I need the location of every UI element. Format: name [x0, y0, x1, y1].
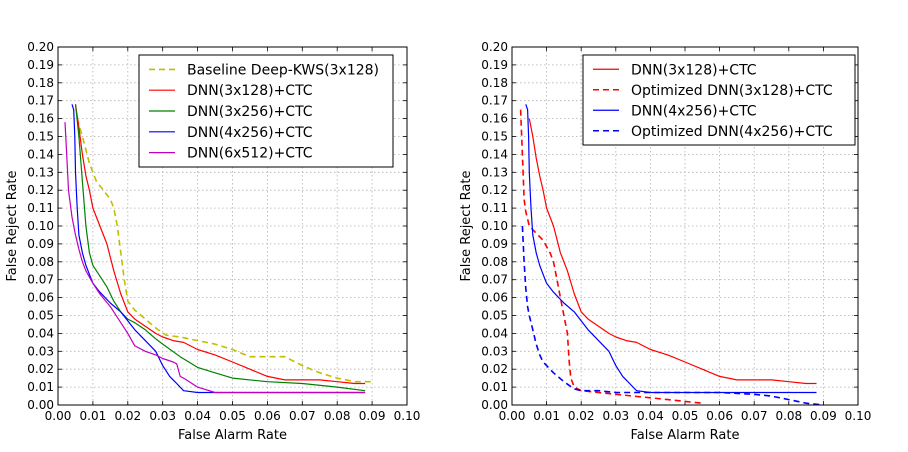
left-x-axis-label: False Alarm Rate	[178, 428, 287, 443]
right-series-line-0	[528, 118, 817, 385]
right-y-tick-label: 0.03	[481, 344, 508, 358]
right-y-tick-label: 0.11	[481, 201, 508, 215]
right-legend-label-2: DNN(4x256)+CTC	[631, 103, 757, 119]
right-x-tick-label: 0.00	[499, 409, 526, 423]
left-y-tick-label: 0.01	[27, 380, 54, 394]
right-y-tick-label: 0.14	[481, 147, 508, 161]
right-x-tick-label: 0.02	[568, 409, 595, 423]
left-series-line-1	[74, 104, 366, 385]
left-y-tick-label: 0.16	[27, 112, 54, 126]
right-y-tick-label: 0.18	[481, 76, 508, 90]
right-y-tick-label: 0.09	[481, 237, 508, 251]
left-legend-label-1: DNN(3x128)+CTC	[187, 83, 313, 99]
right-series-line-1	[519, 109, 703, 404]
left-y-tick-label: 0.08	[27, 255, 54, 269]
left-y-tick-label: 0.00	[27, 398, 54, 412]
left-legend-label-4: DNN(6x512)+CTC	[187, 146, 313, 162]
left-y-tick-label: 0.18	[27, 76, 54, 90]
right-y-tick-label: 0.05	[481, 309, 508, 323]
left-x-tick-label: 0.03	[149, 409, 176, 423]
right-legend-label-0: DNN(3x128)+CTC	[631, 62, 757, 78]
left-x-tick-label: 0.08	[324, 409, 351, 423]
left-y-tick-label: 0.13	[27, 165, 54, 179]
left-x-tick-label: 0.00	[45, 409, 72, 423]
left-x-tick-label: 0.02	[114, 409, 141, 423]
right-x-tick-label: 0.04	[637, 409, 664, 423]
right-x-tick-label: 0.09	[810, 409, 837, 423]
left-legend-label-3: DNN(4x256)+CTC	[187, 125, 313, 141]
left-legend-label-2: DNN(3x256)+CTC	[187, 104, 313, 120]
left-x-tick-label: 0.06	[254, 409, 281, 423]
left-y-tick-label: 0.15	[27, 130, 54, 144]
left-x-tick-label: 0.05	[219, 409, 246, 423]
right-x-tick-label: 0.06	[706, 409, 733, 423]
left-legend: Baseline Deep-KWS(3x128) DNN(3x128)+CTC DN…	[138, 54, 394, 168]
left-y-tick-label: 0.09	[27, 237, 54, 251]
left-series-line-2	[74, 104, 366, 392]
right-legend-box	[582, 54, 856, 146]
right-x-axis-label: False Alarm Rate	[631, 428, 740, 443]
right-y-tick-label: 0.02	[481, 362, 508, 376]
left-series-line-0	[76, 118, 373, 383]
right-series-line-3	[521, 225, 824, 406]
right-x-tick-label: 0.10	[845, 409, 872, 423]
left-y-tick-label: 0.17	[27, 94, 54, 108]
chart-left: 0.00 0.01 0.02 0.03 0.04 0.05 0.06 0.07 0.08 0.09…	[5, 40, 420, 443]
left-y-tick-label: 0.03	[27, 344, 54, 358]
right-y-tick-label: 0.06	[481, 291, 508, 305]
right-y-tick-label: 0.07	[481, 273, 508, 287]
right-y-tick-label: 0.10	[481, 219, 508, 233]
left-y-axis-label: False Reject Rate	[5, 170, 20, 281]
left-y-tick-label: 0.04	[27, 326, 54, 340]
left-x-tick-label: 0.01	[80, 409, 107, 423]
left-y-tick-label: 0.11	[27, 201, 54, 215]
left-axes-frame	[57, 46, 408, 406]
left-legend-box	[138, 54, 394, 168]
left-y-tick-label: 0.14	[27, 147, 54, 161]
right-y-tick-label: 0.20	[481, 40, 508, 54]
right-y-axis-label: False Reject Rate	[459, 170, 474, 281]
right-y-tick-label: 0.13	[481, 165, 508, 179]
right-y-tick-label: 0.01	[481, 380, 508, 394]
right-y-tick-label: 0.04	[481, 326, 508, 340]
left-series-line-4	[64, 122, 366, 394]
left-y-tick-label: 0.12	[27, 183, 54, 197]
chart-right: 0.00 0.01 0.02 0.03 0.04 0.05 0.06 0.07 0.08 0.09…	[459, 40, 871, 443]
right-x-tick-label: 0.08	[775, 409, 802, 423]
left-y-tick-label: 0.07	[27, 273, 54, 287]
left-x-tick-label: 0.10	[394, 409, 421, 423]
right-y-tick-label: 0.08	[481, 255, 508, 269]
right-legend-label-1: Optimized DNN(3x128)+CTC	[631, 83, 833, 99]
right-y-tick-label: 0.15	[481, 130, 508, 144]
right-y-tick-label: 0.17	[481, 94, 508, 108]
left-y-tick-label: 0.19	[27, 58, 54, 72]
right-axes-frame	[511, 46, 859, 406]
left-x-tick-label: 0.04	[184, 409, 211, 423]
right-x-tick-label: 0.07	[741, 409, 768, 423]
right-y-tick-label: 0.16	[481, 112, 508, 126]
right-legend: DNN(3x128)+CTC Optimized DNN(3x128)+CTC DN…	[582, 54, 856, 146]
left-y-tick-label: 0.06	[27, 291, 54, 305]
left-x-tick-label: 0.07	[289, 409, 316, 423]
left-y-tick-label: 0.05	[27, 309, 54, 323]
right-y-tick-label: 0.19	[481, 58, 508, 72]
right-x-tick-label: 0.03	[602, 409, 629, 423]
right-x-tick-label: 0.01	[533, 409, 560, 423]
right-series-line-2	[525, 104, 817, 394]
right-x-tick-label: 0.05	[672, 409, 699, 423]
left-y-tick-label: 0.02	[27, 362, 54, 376]
left-y-tick-label: 0.20	[27, 40, 54, 54]
left-legend-label-0: Baseline Deep-KWS(3x128)	[187, 62, 379, 78]
right-y-tick-label: 0.12	[481, 183, 508, 197]
right-y-tick-label: 0.00	[481, 398, 508, 412]
right-legend-label-3: Optimized DNN(4x256)+CTC	[631, 124, 833, 140]
left-y-tick-label: 0.10	[27, 219, 54, 233]
left-x-tick-label: 0.09	[359, 409, 386, 423]
